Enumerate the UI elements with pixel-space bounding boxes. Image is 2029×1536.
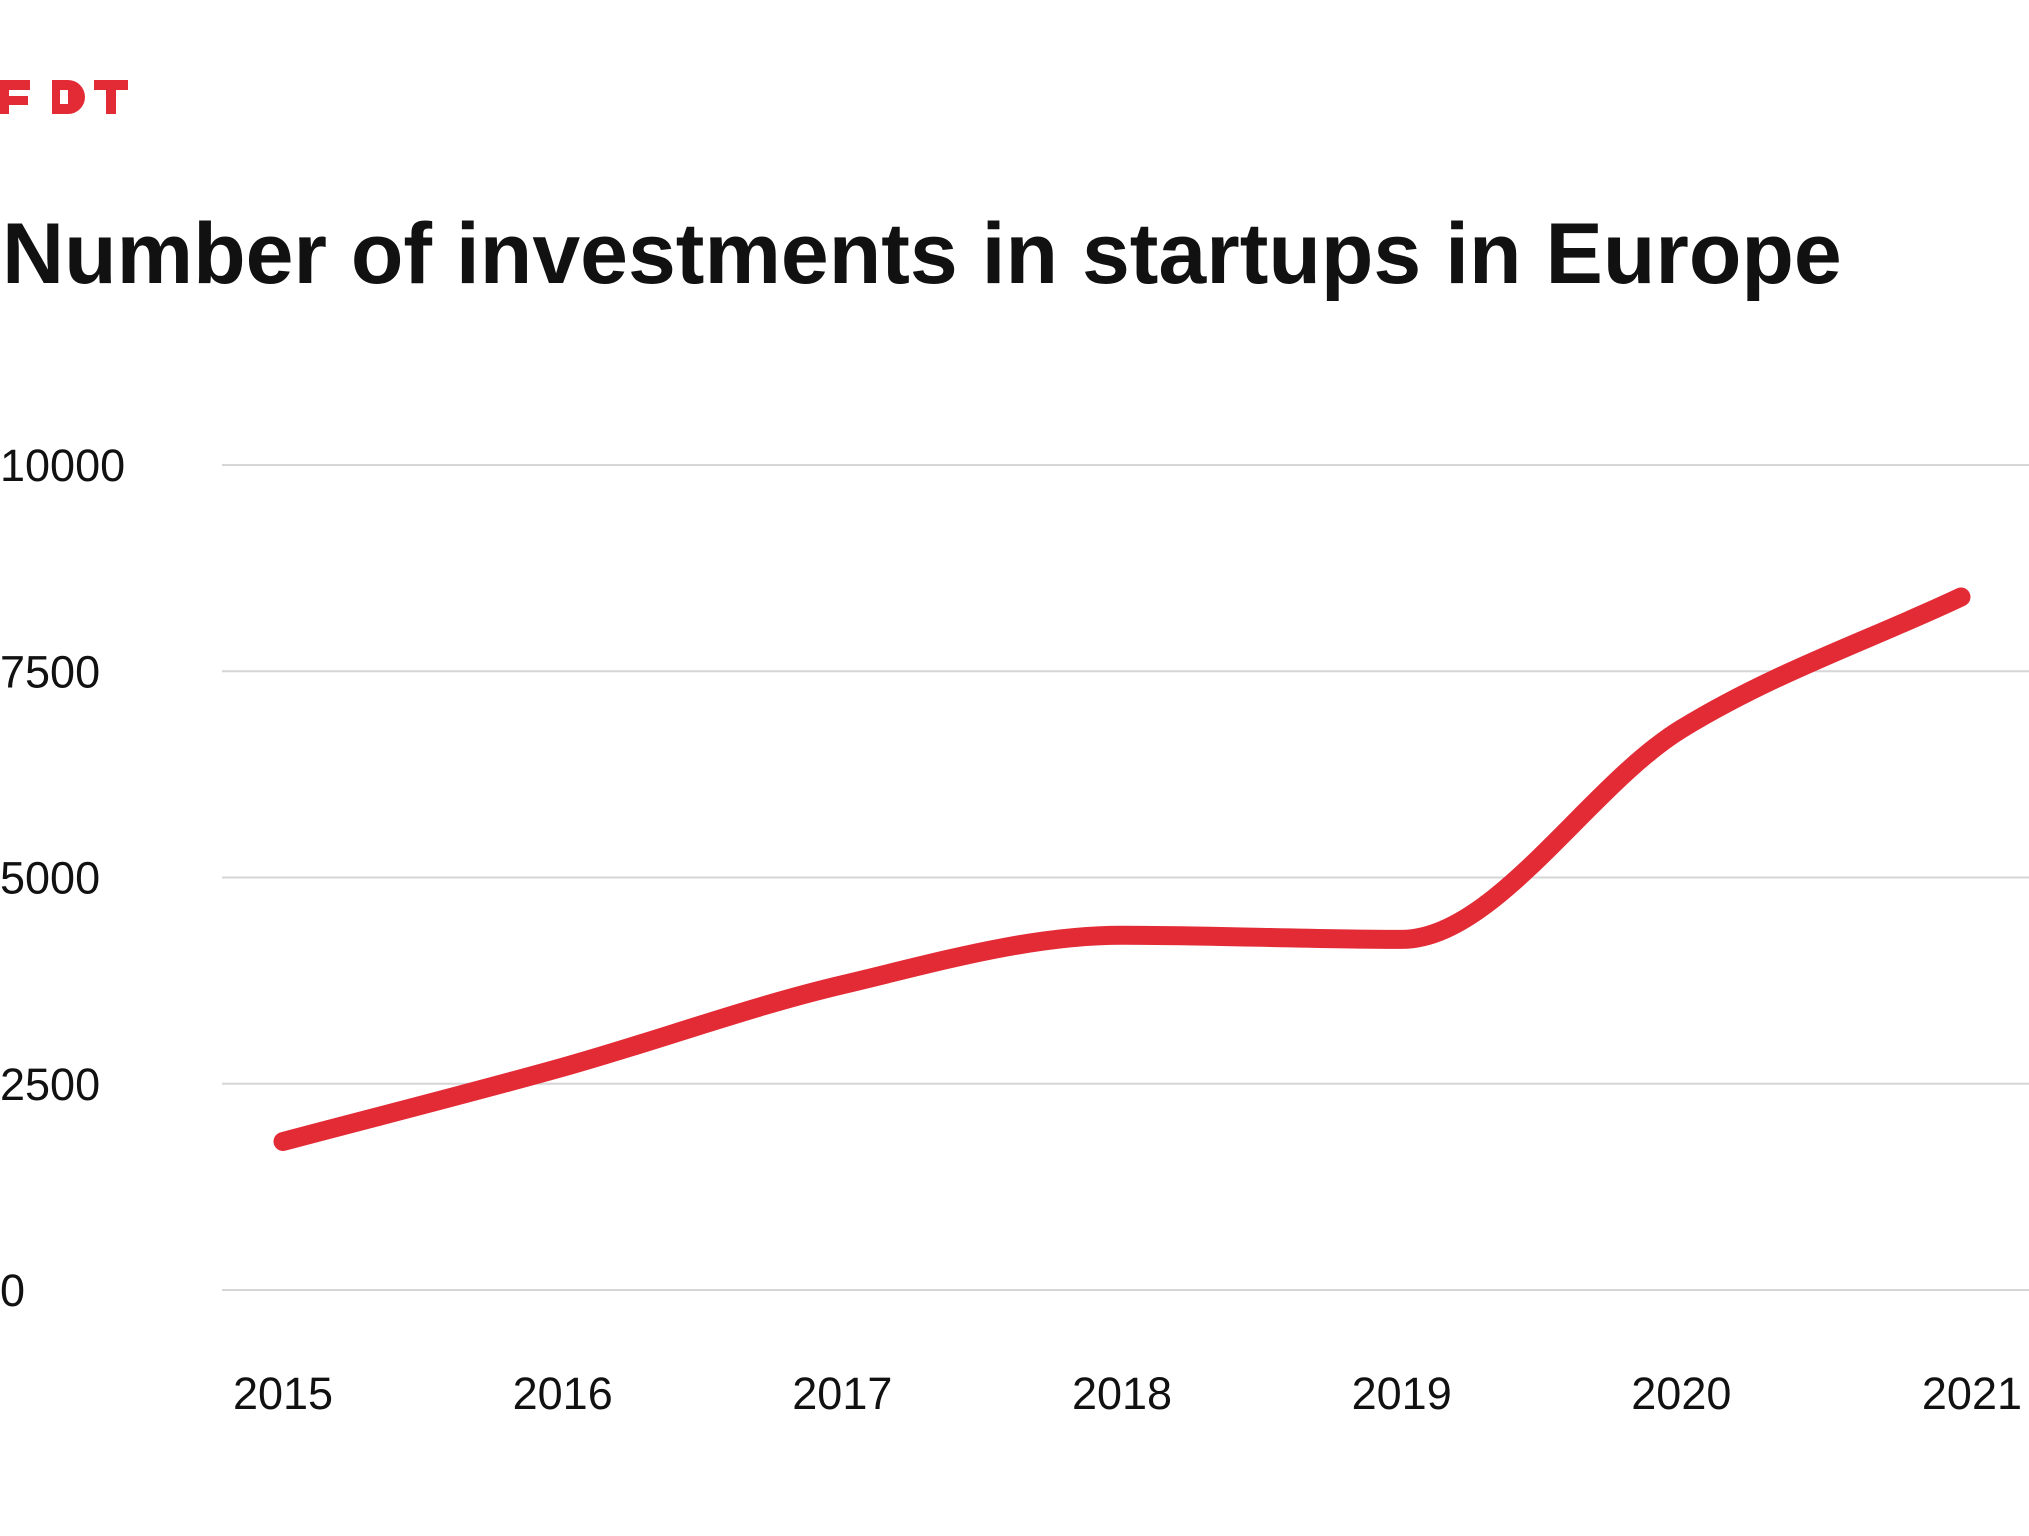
gridlines	[222, 464, 2029, 1291]
y-tick-label: 0	[0, 1265, 25, 1316]
x-tick-label: 2016	[513, 1368, 613, 1419]
series-line	[273, 587, 1971, 1151]
chart-title: Number of investments in startups in Eur…	[2, 206, 1842, 302]
y-tick-label: 7500	[0, 646, 100, 697]
y-tick-label: 10000	[0, 440, 125, 491]
y-tick-label: 5000	[0, 853, 100, 904]
y-tick-label: 2500	[0, 1059, 100, 1110]
x-tick-label: 2015	[233, 1368, 333, 1419]
x-axis-tick-labels: 2015 2016 2017 2018 2019 2020 2021	[233, 1368, 2022, 1419]
x-tick-label: 2020	[1631, 1368, 1731, 1419]
x-tick-label: 2019	[1352, 1368, 1452, 1419]
x-tick-label: 2017	[792, 1368, 892, 1419]
x-tick-label: 2018	[1072, 1368, 1172, 1419]
y-axis-tick-labels: 10000 7500 5000 2500 0	[0, 440, 125, 1316]
series-lines	[273, 587, 1971, 1151]
brand-logo	[0, 80, 128, 114]
x-tick-label: 2021	[1922, 1368, 2022, 1419]
